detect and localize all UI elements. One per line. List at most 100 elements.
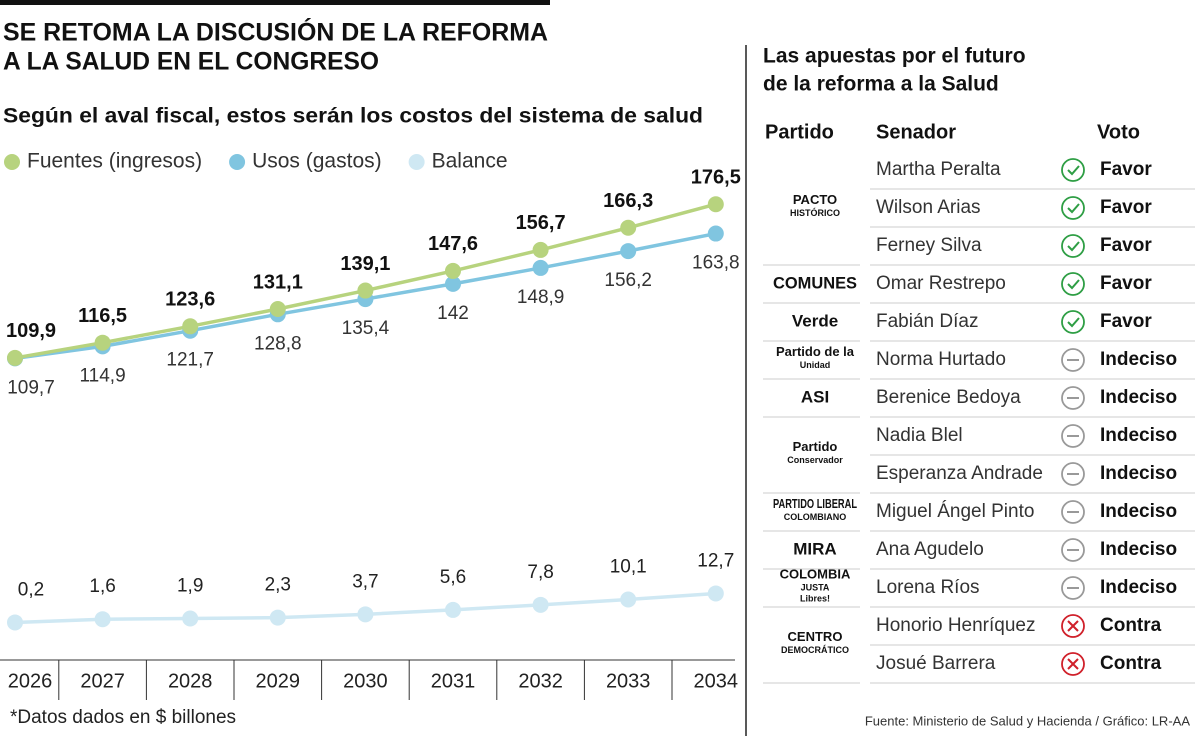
data-label: 131,1 (253, 271, 303, 293)
x-tick-label: 2031 (431, 670, 476, 692)
data-label: 123,6 (165, 289, 215, 311)
data-label: 166,3 (603, 190, 653, 212)
data-point (94, 611, 111, 628)
party-logo: DEMOCRÁTICO (781, 645, 849, 655)
vote: Indeciso (1100, 539, 1177, 560)
party-logo: Partido (793, 439, 838, 454)
chart-subtitle: Según el aval fiscal, estos serán los co… (3, 105, 703, 128)
data-point (445, 275, 461, 292)
vote-icon (1061, 462, 1085, 486)
data-label: 135,4 (342, 318, 390, 339)
vote: Favor (1100, 197, 1152, 218)
data-point (532, 596, 549, 613)
data-point (707, 225, 724, 242)
senator: Ana Agudelo (876, 539, 984, 560)
senator: Martha Peralta (876, 159, 1001, 180)
data-label: 116,5 (78, 305, 127, 327)
table-title: Las apuestas por el futuro (763, 45, 1026, 68)
senator: Ferney Silva (876, 235, 982, 256)
x-tick-label: 2029 (256, 670, 301, 692)
x-tick-label: 2027 (80, 670, 125, 692)
data-label: 176,5 (691, 167, 741, 189)
data-label: 156,7 (516, 212, 566, 234)
vote: Favor (1100, 235, 1152, 256)
vote-icon (1061, 310, 1085, 334)
data-label: 121,7 (166, 350, 214, 371)
party-logo: Unidad (800, 360, 831, 370)
vote-icon (1061, 196, 1085, 220)
x-tick-label: 2026 (8, 670, 53, 692)
data-label: 2,3 (265, 575, 291, 596)
vote-icon (1067, 620, 1079, 632)
data-label: 109,9 (6, 320, 56, 342)
data-point (7, 349, 23, 366)
party-logo: COLOMBIANO (784, 512, 847, 522)
party-logo: COMUNES (773, 273, 857, 292)
party-logo: CENTRO (788, 629, 843, 644)
vote-icon (1061, 348, 1085, 372)
vote: Favor (1100, 273, 1152, 294)
data-point (182, 610, 199, 627)
table-title: de la reforma a la Salud (763, 73, 999, 96)
column-header: Voto (1097, 121, 1140, 143)
senator: Omar Restrepo (876, 273, 1006, 294)
party-logo: PACTO (793, 192, 837, 207)
data-label: 142 (437, 303, 469, 324)
data-point (182, 318, 199, 335)
data-label: 0,2 (18, 579, 44, 600)
data-point (707, 585, 724, 602)
vote: Indeciso (1100, 501, 1177, 522)
legend-label: Fuentes (ingresos) (27, 150, 202, 173)
vote: Indeciso (1100, 349, 1177, 370)
vote-icon (1067, 658, 1079, 670)
top-rule (0, 0, 550, 5)
vote-icon (1067, 279, 1080, 290)
legend-label: Usos (gastos) (252, 150, 382, 173)
legend-marker (4, 154, 20, 170)
data-label: 10,1 (610, 557, 647, 578)
x-tick-label: 2034 (694, 670, 739, 692)
x-tick-label: 2033 (606, 670, 651, 692)
vote: Favor (1100, 311, 1152, 332)
vote: Contra (1100, 653, 1162, 674)
vote-icon (1061, 386, 1085, 410)
data-label: 109,7 (7, 377, 55, 398)
senator: Fabián Díaz (876, 311, 978, 332)
party-logo: Verde (792, 311, 838, 330)
senator: Esperanza Andrade (876, 463, 1043, 484)
vote-icon (1061, 652, 1085, 676)
vote-icon (1067, 203, 1080, 214)
x-tick-label: 2030 (343, 670, 388, 692)
data-label: 114,9 (80, 365, 126, 386)
data-label: 3,7 (352, 571, 378, 592)
vote: Contra (1100, 615, 1162, 636)
party-logo: HISTÓRICO (790, 207, 840, 218)
party-logo: COLOMBIA (780, 566, 851, 581)
legend-marker (408, 154, 425, 170)
party-logo: Partido de la (776, 344, 855, 359)
data-label: 139,1 (340, 253, 390, 275)
senator: Honorio Henríquez (876, 615, 1035, 636)
data-point (445, 262, 461, 279)
data-label: 128,8 (254, 333, 302, 354)
data-label: 156,2 (604, 270, 652, 291)
data-point (707, 196, 724, 213)
title: SE RETOMA LA DISCUSIÓN DE LA REFORMA (3, 17, 548, 47)
data-point (357, 606, 374, 623)
party-logo: Libres! (800, 593, 830, 603)
data-point (7, 614, 23, 631)
title: A LA SALUD EN EL CONGRESO (3, 48, 379, 76)
vote-icon (1061, 614, 1085, 638)
vote-icon (1061, 158, 1085, 182)
note: *Datos dados en $ billones (10, 707, 236, 728)
vote: Indeciso (1100, 577, 1177, 598)
senator: Berenice Bedoya (876, 387, 1021, 408)
data-point (620, 243, 637, 260)
data-point (445, 601, 461, 618)
data-label: 1,6 (89, 576, 115, 597)
senator: Norma Hurtado (876, 349, 1006, 370)
vote-icon (1067, 165, 1080, 176)
vote: Favor (1100, 159, 1152, 180)
data-point (94, 334, 111, 351)
party-logo: MIRA (793, 539, 836, 558)
